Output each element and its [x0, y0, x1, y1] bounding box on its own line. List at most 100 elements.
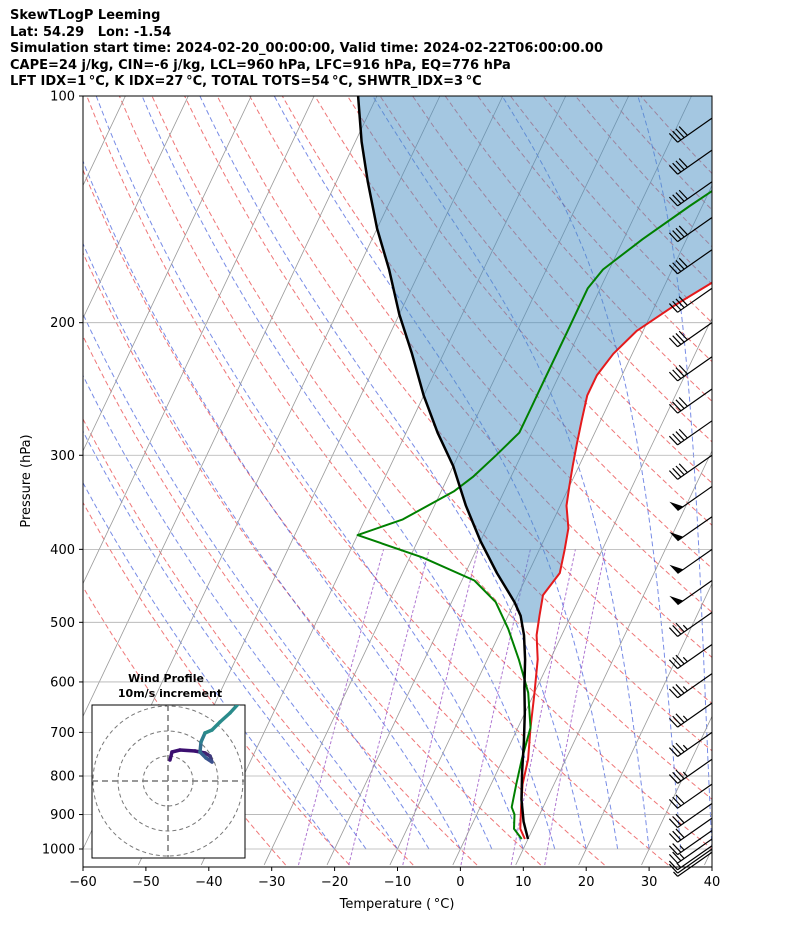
- mixing-ratio-line: [544, 549, 606, 866]
- wind-barb: [668, 673, 713, 699]
- wind-barb: [668, 848, 713, 874]
- mixing-ratio-line: [348, 549, 430, 866]
- isotherm-line: [767, 96, 794, 865]
- moist-adiabat-line: [83, 159, 493, 850]
- wind-barb: [668, 783, 713, 809]
- wind-barb: [668, 249, 713, 275]
- wind-barb: [668, 817, 713, 843]
- moist-adiabat-line: [95, 96, 524, 850]
- x-tick-label: 0: [456, 875, 464, 890]
- wind-barb: [668, 643, 713, 670]
- x-tick-label: −40: [195, 875, 222, 890]
- y-tick-label: 700: [50, 726, 75, 741]
- x-tick-label: −30: [258, 875, 285, 890]
- wind-barb: [668, 830, 713, 856]
- isotherm-line: [83, 96, 378, 718]
- y-tick-label: 1000: [42, 843, 75, 858]
- cape-area: [358, 96, 712, 623]
- y-tick-label: 200: [50, 316, 75, 331]
- wind-barb: [669, 548, 713, 574]
- dry-adiabat-line: [83, 251, 542, 866]
- wind-barb: [668, 117, 713, 143]
- moist-adiabat-line: [199, 96, 587, 850]
- wind-barb: [668, 322, 713, 348]
- y-tick-label: 500: [50, 616, 75, 631]
- cape-line: CAPE=24 j/kg, CIN=-6 j/kg, LCL=960 hPa, …: [10, 57, 511, 73]
- isotherm-line: [83, 96, 315, 585]
- hodograph-segment: [210, 720, 222, 732]
- y-tick-label: 100: [50, 90, 75, 105]
- mixing-ratio-line: [510, 549, 576, 866]
- y-tick-label: 800: [50, 770, 75, 785]
- hodograph-segment: [178, 748, 197, 753]
- wind-barb: [668, 802, 713, 829]
- y-axis-label: Pressure (hPa): [19, 434, 34, 527]
- wind-barb: [673, 851, 713, 877]
- isotherm-line: [704, 848, 712, 866]
- wind-barb: [669, 516, 713, 542]
- dry-adiabat-line: [151, 96, 712, 800]
- hodograph-segment: [228, 705, 240, 715]
- wind-barb: [668, 454, 713, 480]
- x-tick-label: 30: [641, 875, 658, 890]
- wind-barb: [668, 702, 713, 728]
- moist-adiabat-line: [637, 96, 712, 850]
- inset-subtitle: 10m/s increment: [118, 687, 222, 700]
- location-line: Lat: 54.29 Lon: -1.54: [10, 24, 172, 40]
- index-line: LFT IDX=1 °C, K IDX=27 °C, TOTAL TOTS=54…: [10, 74, 482, 89]
- wind-barb: [668, 838, 713, 864]
- moist-adiabat-line: [83, 430, 367, 850]
- wind-barb: [668, 731, 713, 757]
- moist-adiabat-line: [501, 96, 681, 850]
- x-tick-label: 40: [704, 875, 721, 890]
- isotherm-line: [83, 96, 189, 320]
- x-tick-label: 20: [578, 875, 595, 890]
- dry-adiabat-line: [83, 501, 350, 866]
- wind-barb: [668, 611, 713, 637]
- isotherm-line: [515, 449, 712, 866]
- x-tick-label: −60: [69, 875, 96, 890]
- parcel-line: [356, 96, 530, 840]
- isotherm-line: [452, 317, 712, 866]
- isotherm-line: [83, 96, 252, 452]
- temperature-line: [519, 281, 712, 840]
- mixing-ratio-line: [460, 549, 531, 866]
- mixing-ratio-line: [298, 549, 385, 866]
- wind-barb: [668, 217, 713, 243]
- x-tick-label: 10: [515, 875, 532, 890]
- moist-adiabat-line: [141, 96, 556, 850]
- wind-barb: [668, 388, 713, 414]
- wind-barb: [668, 420, 713, 446]
- wind-barb: [668, 149, 713, 175]
- x-axis-label: Temperature ( °C): [339, 897, 455, 912]
- moist-adiabat-line: [83, 242, 461, 850]
- wind-profile-inset: Wind Profile 10m/s increment: [91, 672, 246, 859]
- hodograph-segment: [218, 711, 232, 724]
- dry-adiabat-line: [118, 96, 712, 850]
- y-tick-label: 900: [50, 808, 75, 823]
- y-tick-label: 300: [50, 449, 75, 464]
- time-line: Simulation start time: 2024-02-20_00:00:…: [10, 41, 603, 56]
- isotherm-line: [578, 582, 712, 866]
- dry-adiabat-line: [86, 96, 669, 866]
- dry-adiabat-line: [83, 168, 605, 866]
- wind-barb: [668, 287, 713, 313]
- isotherm-line: [641, 715, 712, 866]
- wind-barb: [669, 580, 713, 606]
- inset-title: Wind Profile: [128, 672, 204, 685]
- dry-adiabat-line: [83, 586, 286, 866]
- x-tick-label: −10: [384, 875, 411, 890]
- wind-barb: [668, 758, 713, 784]
- moist-adiabat-line: [83, 481, 335, 850]
- y-tick-label: 600: [50, 675, 75, 690]
- chart-header: SkewTLogP Leeming Lat: 54.29 Lon: -1.54 …: [10, 8, 603, 91]
- moist-adiabat-line: [83, 312, 430, 850]
- moist-adiabat-line: [83, 374, 398, 850]
- wind-barb: [669, 485, 713, 512]
- mixing-ratio-line: [402, 549, 479, 866]
- dry-adiabat-line: [184, 96, 712, 752]
- wind-barb: [668, 356, 713, 382]
- x-tick-label: −50: [132, 875, 159, 890]
- wind-barb: [668, 181, 713, 207]
